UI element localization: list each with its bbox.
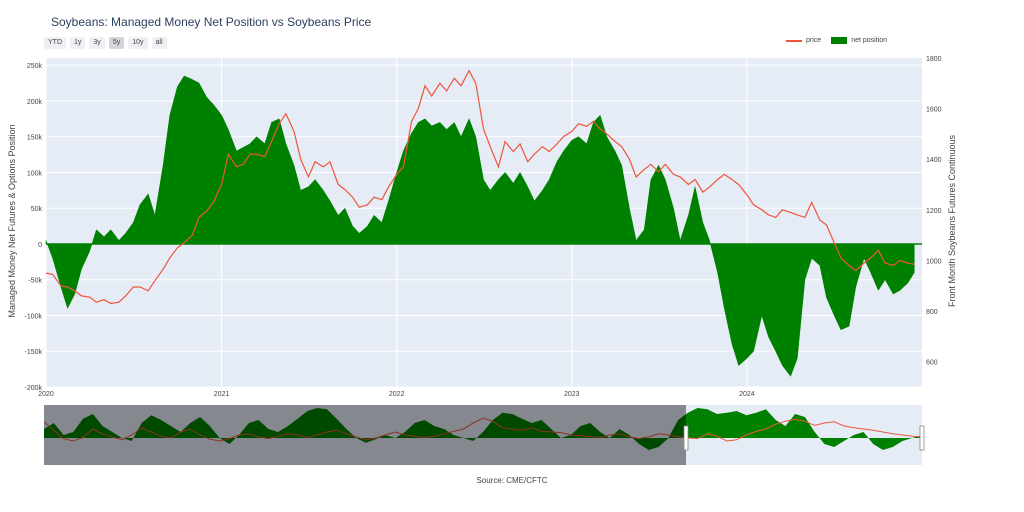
- net-position-fill: [45, 75, 915, 377]
- range-button-ytd[interactable]: YTD: [44, 37, 66, 49]
- y-left-tick-label: 100k: [27, 170, 43, 177]
- y-right-tick-label: 1400: [926, 157, 942, 164]
- x-tick-label: 2023: [564, 391, 580, 398]
- chart-title: Soybeans: Managed Money Net Position vs …: [51, 15, 372, 29]
- range-button-5y[interactable]: 5y: [108, 37, 125, 49]
- range-slider-left-handle: [683, 425, 689, 451]
- range-slider-price-line: [43, 417, 923, 442]
- y-right-tick-label: 600: [926, 360, 938, 367]
- x-tick-label: 2020: [38, 391, 54, 398]
- x-tick-label: 2024: [739, 391, 755, 398]
- legend-swatch-net-position: [831, 37, 848, 44]
- range-slider-right-handle: [919, 425, 925, 451]
- source-note: Source: CME/CFTC: [476, 476, 548, 485]
- y-left-tick-label: -50k: [28, 278, 42, 285]
- y-right-tick-label: 800: [926, 309, 938, 316]
- y-left-tick-label: -150k: [24, 349, 42, 356]
- y-left-tick-label: 50k: [31, 206, 43, 213]
- legend: price net position: [786, 37, 887, 44]
- x-tick-label: 2022: [389, 391, 405, 398]
- range-slider[interactable]: [43, 405, 925, 465]
- range-button-3y[interactable]: 3y: [89, 37, 105, 49]
- y-left-tick-label: 150k: [27, 135, 43, 142]
- range-slider-net-area: [44, 408, 922, 450]
- price-series: [45, 69, 915, 305]
- y-left-tick-label: 200k: [27, 99, 43, 106]
- y-left-tick-label: 250k: [27, 63, 43, 70]
- y-right-tick-label: 1000: [926, 258, 942, 265]
- y-left-tick-label: -200k: [24, 385, 42, 392]
- y-left-tick-label: 0: [38, 242, 42, 249]
- y-right-tick-label: 1800: [926, 56, 942, 63]
- legend-label-net-position: net position: [851, 37, 887, 44]
- range-slider-mask: [44, 405, 686, 465]
- x-tick-label: 2021: [214, 391, 230, 398]
- legend-label-price: price: [806, 37, 822, 44]
- range-button-1y[interactable]: 1y: [70, 37, 86, 49]
- net-position-area: [45, 75, 915, 377]
- legend-item-price[interactable]: price: [786, 37, 821, 44]
- axes: -200k -150k -100k -50k 0 50k 100k 150k 200k 250k 6…: [24, 56, 941, 398]
- range-selector: YTD 1y 3y 5y 10y all: [44, 37, 167, 49]
- legend-swatch-price: [786, 39, 802, 42]
- legend-item-net-position[interactable]: net position: [831, 37, 887, 44]
- y-right-tick-label: 1600: [926, 107, 942, 114]
- y-left-tick-label: -100k: [24, 313, 42, 320]
- range-button-10y[interactable]: 10y: [128, 37, 148, 49]
- y-right-tick-label: 1200: [926, 208, 942, 215]
- price-line: [45, 69, 915, 305]
- range-button-all[interactable]: all: [151, 37, 167, 49]
